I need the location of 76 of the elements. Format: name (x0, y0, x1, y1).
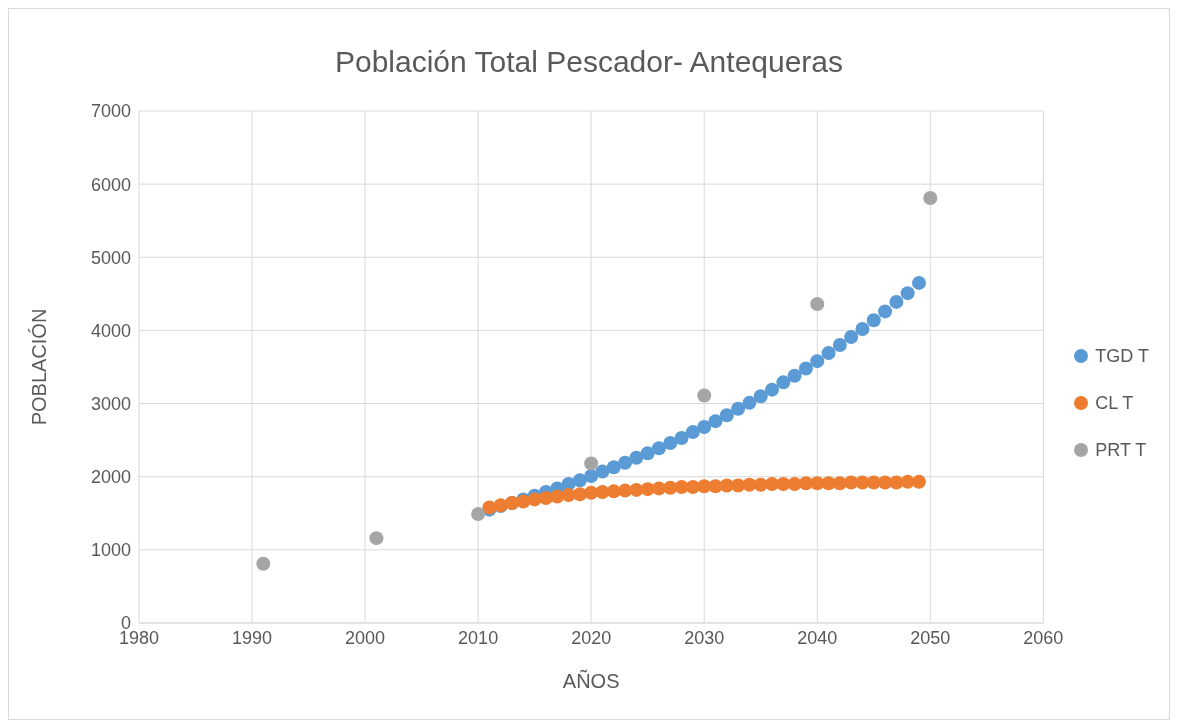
point (651, 481, 666, 496)
point (731, 478, 746, 493)
x-tick-label: 2020 (571, 627, 612, 648)
point (629, 450, 644, 465)
y-tick-label: 6000 (90, 174, 131, 195)
x-axis-title: AÑOS (562, 669, 620, 692)
point (810, 297, 825, 312)
point (731, 401, 746, 416)
point (810, 476, 825, 491)
x-tick-label: 2000 (345, 627, 386, 648)
point (844, 330, 859, 345)
point (640, 446, 655, 461)
legend-label: PRT T (1095, 439, 1147, 461)
point (595, 464, 610, 479)
point (821, 346, 836, 361)
point (832, 338, 847, 353)
point (742, 395, 757, 410)
point (685, 425, 700, 440)
y-tick-label: 7000 (90, 101, 131, 122)
point (572, 473, 587, 488)
point (595, 485, 610, 500)
point (900, 286, 915, 301)
point (753, 389, 768, 404)
point (685, 479, 700, 494)
point (719, 408, 734, 423)
point (798, 361, 813, 376)
point (256, 556, 271, 571)
y-tick-label: 3000 (90, 393, 131, 414)
x-tick-label: 2040 (797, 627, 838, 648)
point (878, 475, 893, 490)
point (765, 477, 780, 492)
point (697, 388, 712, 403)
point (663, 480, 678, 495)
point (697, 419, 712, 434)
point (550, 489, 565, 504)
point (776, 375, 791, 390)
point (708, 414, 723, 429)
point (776, 477, 791, 492)
point (471, 507, 486, 522)
y-axis-title: POBLACIÓN (28, 308, 51, 426)
point (855, 321, 870, 336)
legend-label: TGD T (1095, 345, 1149, 367)
point (369, 531, 384, 546)
x-tick-label: 2050 (910, 627, 951, 648)
point (663, 436, 678, 451)
point (538, 490, 553, 505)
point (618, 483, 633, 498)
point (911, 474, 926, 489)
point (584, 485, 599, 500)
x-tick-label: 2030 (684, 627, 725, 648)
legend-label: CL T (1095, 392, 1134, 414)
point (878, 304, 893, 319)
point (765, 382, 780, 397)
point (651, 441, 666, 456)
point (629, 482, 644, 497)
y-tick-label: 2000 (90, 467, 131, 488)
point (618, 455, 633, 470)
point (889, 294, 904, 309)
y-tick-label: 4000 (90, 320, 131, 341)
point (606, 460, 621, 475)
point (832, 476, 847, 491)
point (697, 479, 712, 494)
x-tick-label: 2010 (458, 627, 499, 648)
point (866, 313, 881, 328)
chart-title: Población Total Pescador- Antequeras (333, 44, 845, 80)
y-tick-label: 5000 (90, 247, 131, 268)
y-tick-label: 1000 (90, 540, 131, 561)
x-tick-label: 2060 (1023, 627, 1064, 648)
point (584, 456, 599, 471)
point (674, 430, 689, 445)
point (923, 191, 938, 206)
point (584, 468, 599, 483)
point (911, 275, 926, 290)
point (787, 368, 802, 383)
point (810, 354, 825, 369)
x-tick-label: 1990 (232, 627, 273, 648)
